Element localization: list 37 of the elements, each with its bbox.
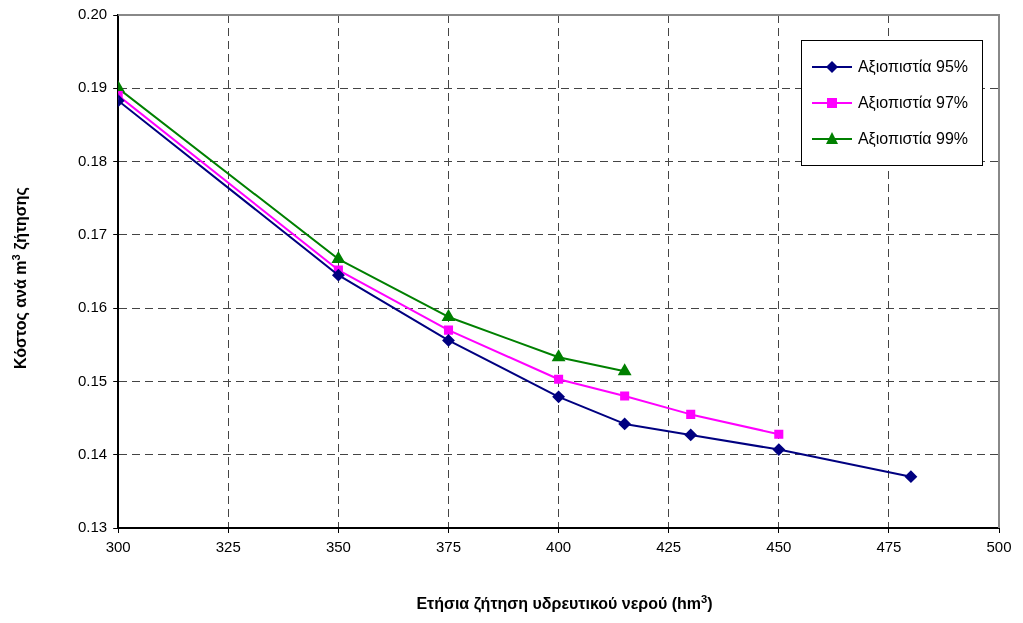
point (552, 350, 565, 362)
legend-label: Αξιοπιστία 99% (857, 130, 968, 148)
point (904, 470, 917, 483)
point (442, 309, 455, 321)
x-axis-title: Ετήσια ζήτηση υδρευτικού νερού (hm$^{3}$) (415, 593, 714, 614)
point (620, 391, 630, 401)
point (552, 390, 565, 403)
x-tick-label: 350 (325, 538, 351, 556)
point (684, 428, 697, 441)
point (442, 334, 455, 347)
point (554, 374, 564, 384)
y-tick-label: 0.13 (77, 518, 108, 536)
y-tick-label: 0.19 (77, 78, 108, 96)
point (618, 364, 631, 376)
x-tick-label: 500 (986, 538, 1012, 556)
point (618, 417, 631, 430)
point (772, 443, 785, 456)
x-tick-label: 300 (105, 538, 131, 556)
legend-label: Αξιοπιστία 95% (857, 58, 968, 76)
y-tick-label: 0.15 (77, 371, 108, 389)
legend-label: Αξιοπιστία 97% (857, 94, 968, 112)
y-tick-label: 0.20 (77, 5, 108, 23)
point (686, 409, 696, 419)
x-tick-label: 450 (766, 538, 792, 556)
x-tick-label: 375 (435, 538, 462, 556)
y-tick-label: 0.16 (77, 298, 108, 316)
point (774, 429, 784, 439)
point (332, 252, 345, 264)
y-tick-label: 0.18 (77, 151, 108, 169)
point (443, 325, 454, 335)
x-tick-label: 425 (656, 538, 682, 556)
point (332, 269, 345, 282)
x-tick-label: 400 (546, 538, 572, 556)
y-tick-label: 0.17 (77, 225, 108, 242)
y-tick-label: 0.14 (77, 444, 108, 462)
x-tick-label: 325 (215, 538, 241, 556)
x-tick-label: 475 (876, 538, 902, 556)
